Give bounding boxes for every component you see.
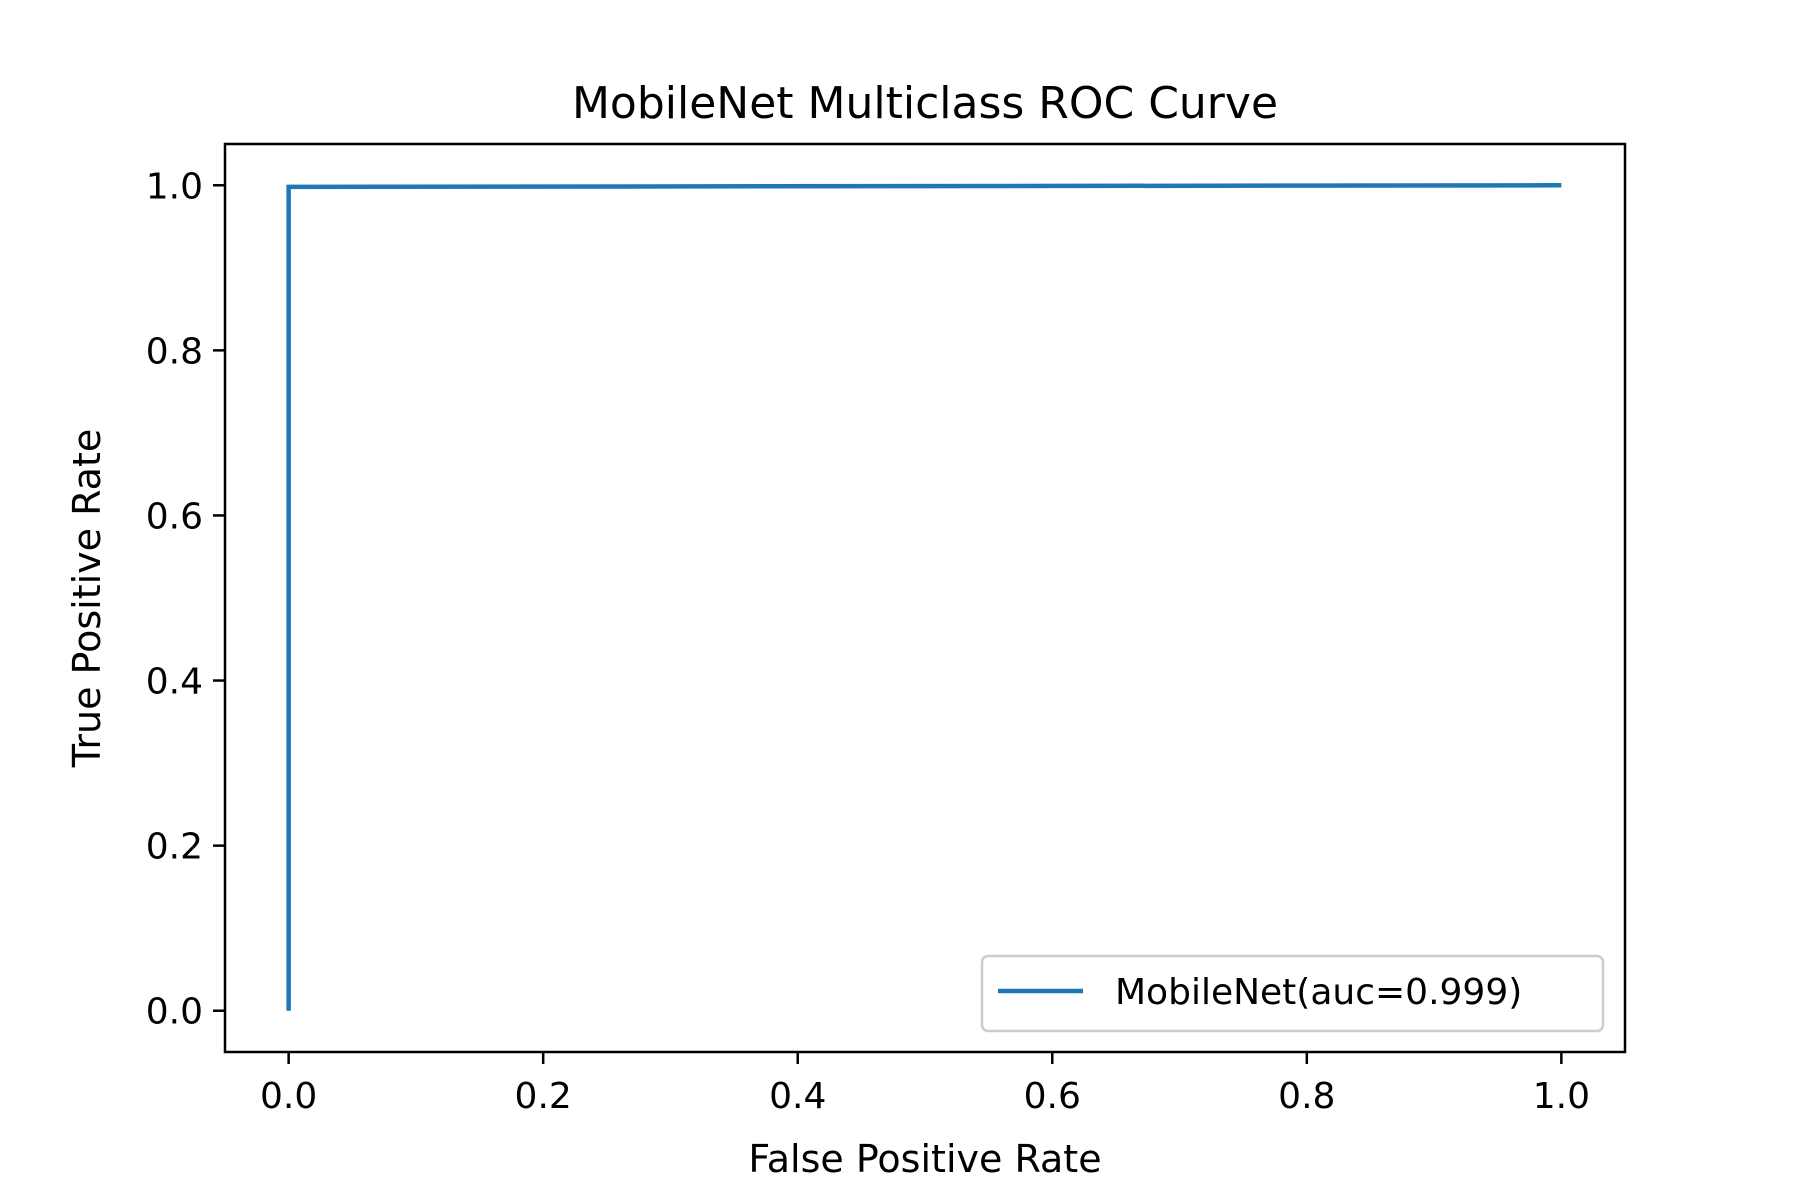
y-tick-label: 1.0 [146, 166, 203, 207]
y-tick-label: 0.8 [146, 331, 203, 372]
legend-box [980, 954, 1605, 1033]
y-tick-label: 0.6 [146, 496, 203, 537]
y-tick-label: 0.4 [146, 662, 203, 703]
legend: MobileNet(auc=0.999) [980, 954, 1605, 1033]
x-tick-label: 0.4 [769, 1076, 826, 1117]
y-axis-label: True Positive Rate [65, 429, 109, 769]
y-tick-label: 0.0 [146, 992, 203, 1033]
x-axis: 0.0 0.2 0.4 0.6 0.8 1.0 [260, 1052, 1590, 1117]
x-tick-label: 0.0 [260, 1076, 317, 1117]
x-tick-label: 1.0 [1533, 1076, 1590, 1117]
chart-title: MobileNet Multiclass ROC Curve [572, 78, 1278, 129]
x-axis-label: False Positive Rate [748, 1137, 1101, 1181]
y-axis: 0.0 0.2 0.4 0.6 0.8 1.0 [146, 166, 225, 1033]
plot-frame [223, 142, 1627, 1054]
roc-curve-line [286, 183, 1562, 1011]
legend-label: MobileNet(auc=0.999) [1115, 972, 1522, 1013]
x-tick-label: 0.6 [1024, 1076, 1081, 1117]
series-layer [286, 183, 1562, 1011]
x-tick-label: 0.8 [1278, 1076, 1335, 1117]
x-tick-label: 0.2 [515, 1076, 572, 1117]
y-tick-label: 0.2 [146, 827, 203, 868]
